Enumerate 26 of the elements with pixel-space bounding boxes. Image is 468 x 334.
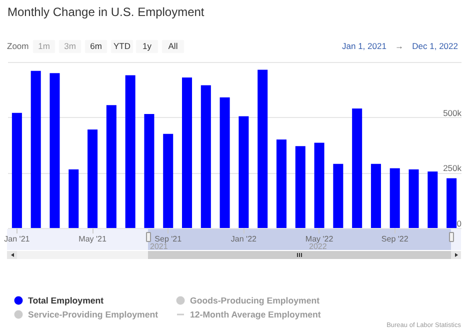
zoom-button: 1m — [33, 40, 55, 53]
text: 2022 — [309, 242, 327, 251]
y-tick-label: 500k — [443, 108, 462, 118]
zoom-button: 6m — [85, 40, 107, 53]
chart-title: Monthly Change in U.S. Employment — [8, 5, 205, 19]
y-tick-label: 250k — [443, 163, 462, 174]
legend-label: Total Employment — [28, 296, 104, 306]
text: Jan 1, 2021 — [342, 40, 386, 51]
legend-label: Service-Providing Employment — [28, 310, 158, 320]
x-tick-label: Sep '21 — [154, 234, 182, 244]
x-tick-label: Jan '21 — [4, 234, 30, 244]
x-tick-label: Jan '22 — [230, 234, 258, 244]
legend-label: Goods-Producing Employment — [190, 296, 320, 306]
text: 2021 — [150, 242, 168, 251]
zoom-button: 1y — [136, 40, 158, 53]
x-tick-label: May '22 — [305, 234, 334, 244]
text: Zoom — [7, 41, 29, 52]
text: Dec 1, 2022 — [412, 40, 458, 51]
zoom-button: All — [162, 40, 184, 53]
x-tick-label: May '21 — [78, 234, 107, 244]
legend-label: 12-Month Average Employment — [190, 310, 321, 320]
x-tick-label: Sep '22 — [381, 234, 409, 244]
y-tick-label: 0 — [456, 218, 462, 228]
text: → — [395, 40, 404, 51]
zoom-button: 3m — [59, 40, 81, 53]
zoom-button: YTD — [111, 40, 133, 53]
